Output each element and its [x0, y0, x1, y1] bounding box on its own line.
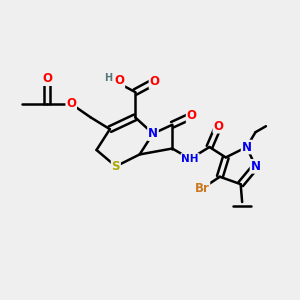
Text: O: O	[149, 75, 160, 88]
Text: Br: Br	[195, 182, 209, 195]
Text: S: S	[112, 160, 120, 173]
Text: H: H	[104, 73, 112, 83]
Text: O: O	[213, 120, 224, 133]
Text: O: O	[187, 109, 196, 122]
Text: N: N	[148, 127, 158, 140]
Text: NH: NH	[182, 154, 199, 164]
Text: N: N	[250, 160, 260, 173]
Text: O: O	[114, 74, 124, 87]
Text: O: O	[43, 72, 52, 85]
Text: O: O	[66, 98, 76, 110]
Text: N: N	[242, 140, 252, 154]
